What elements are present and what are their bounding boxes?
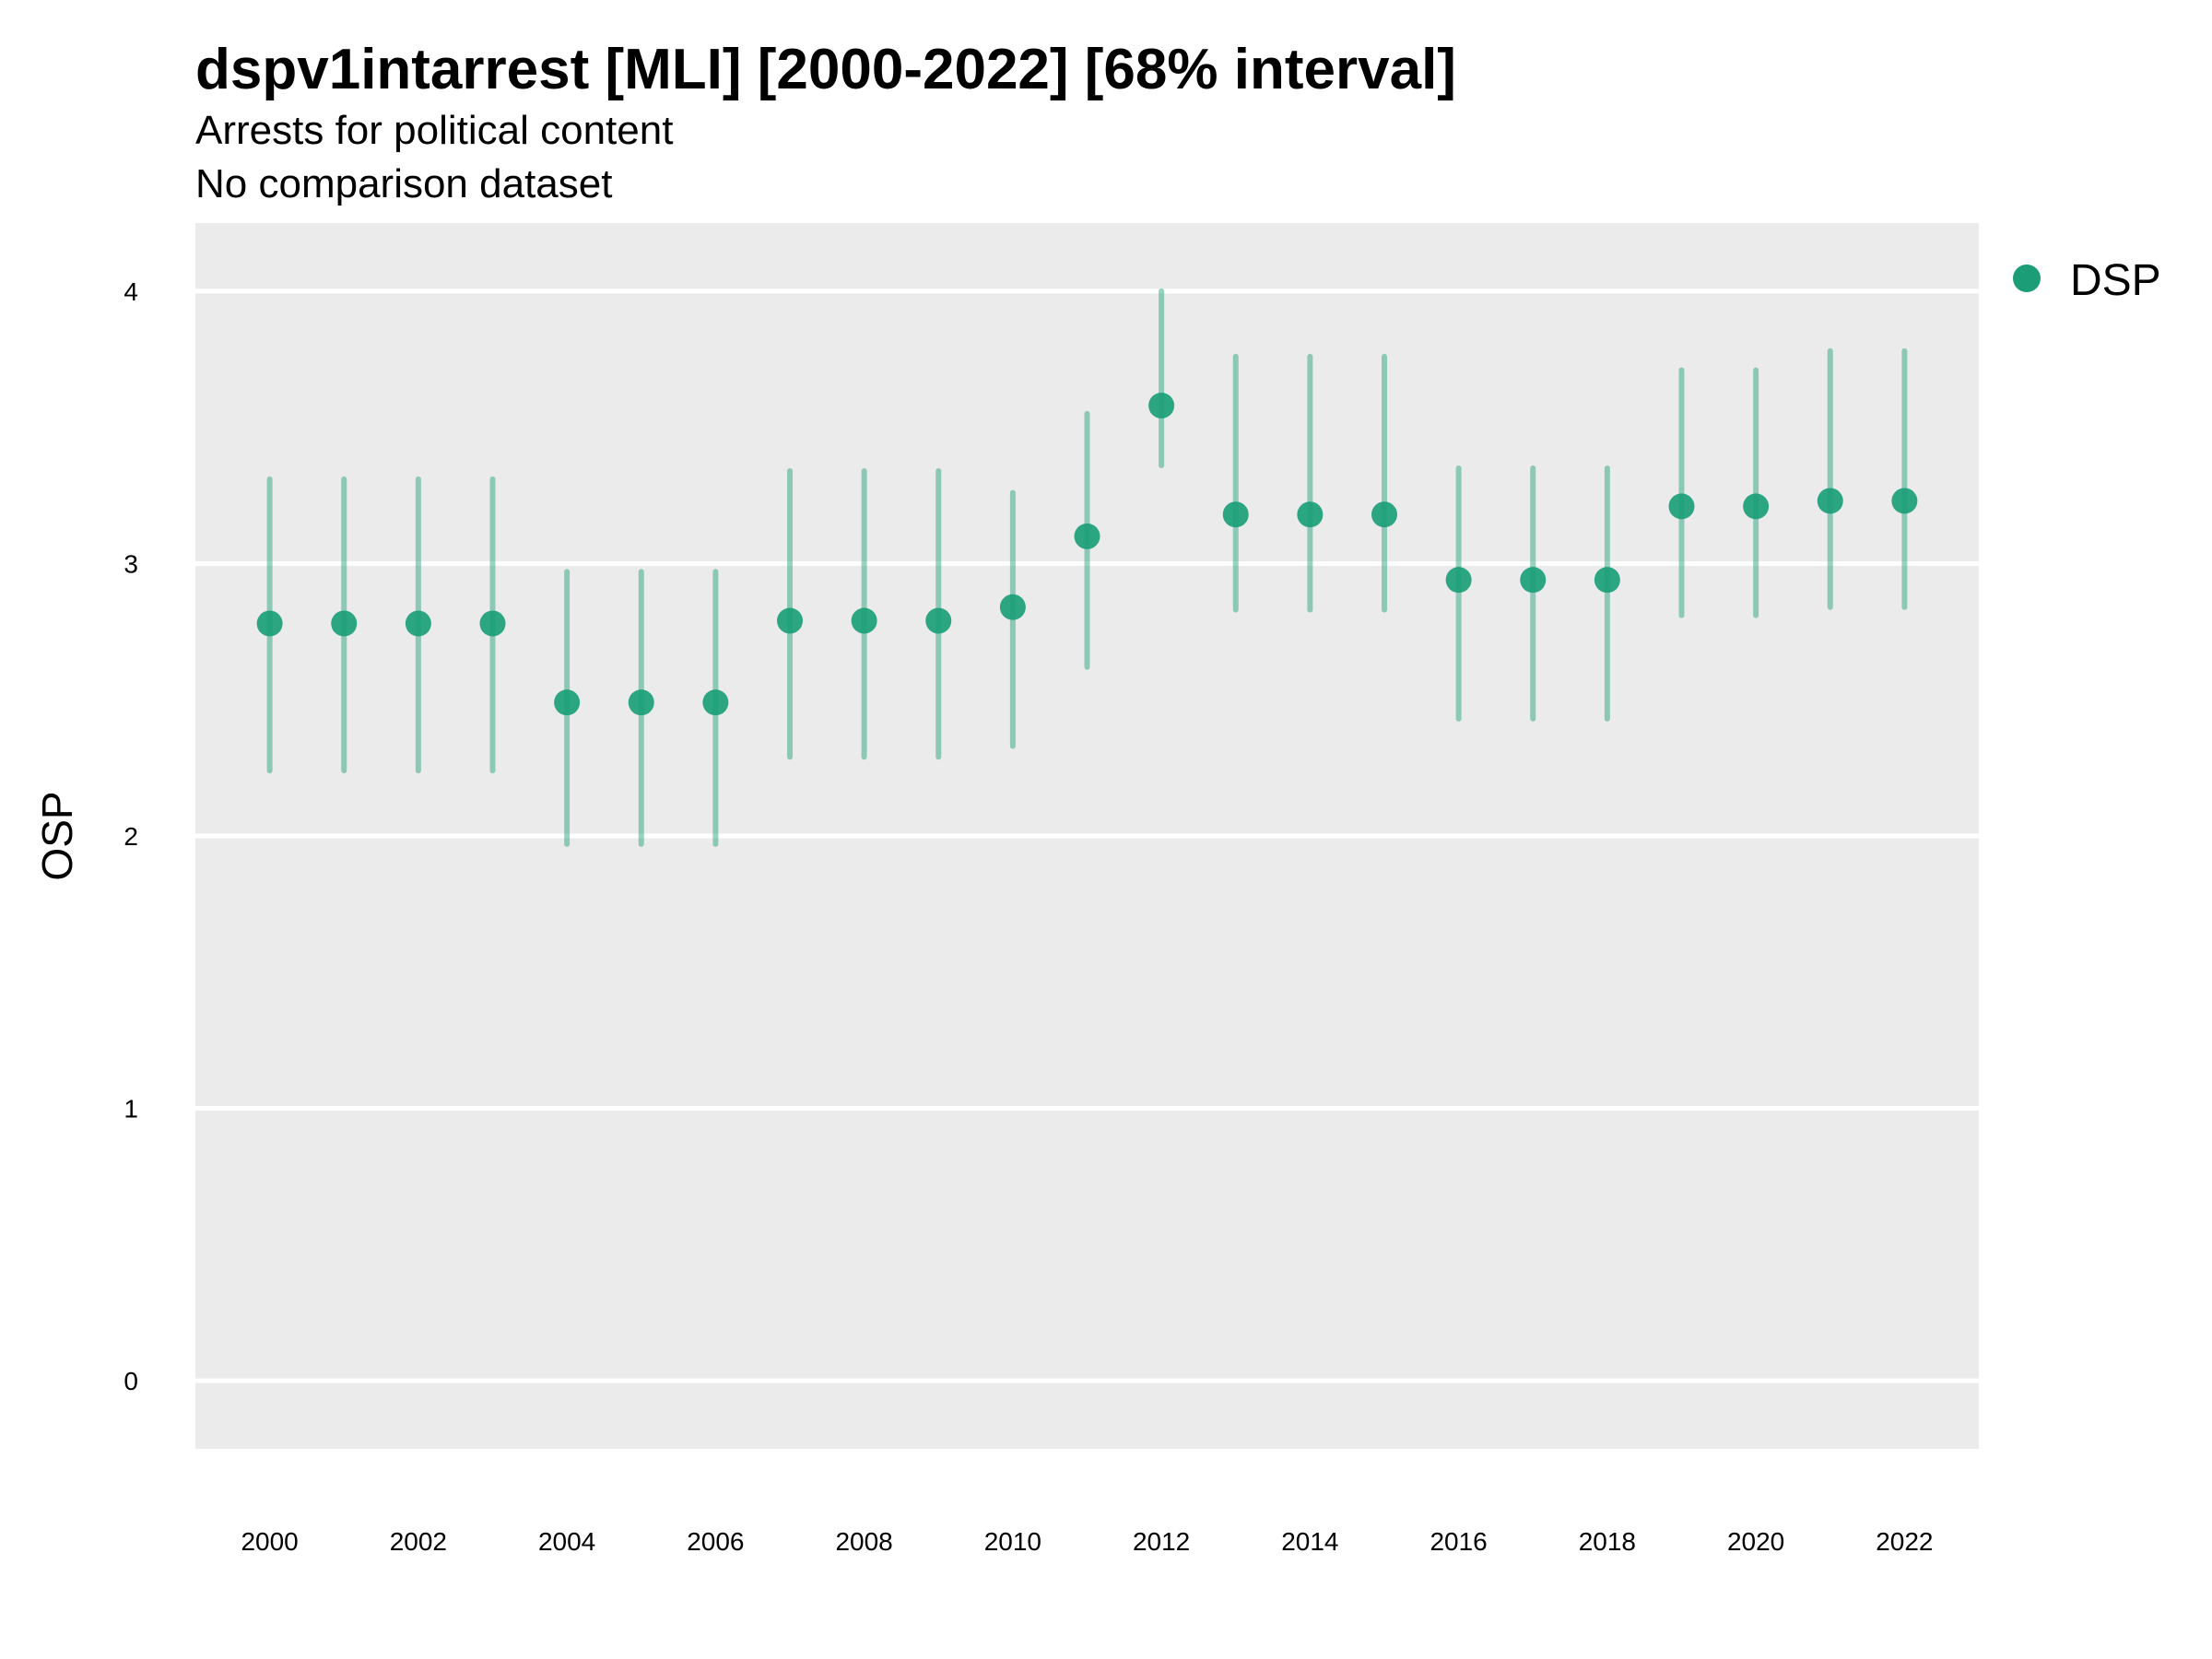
- point-2014: [1297, 501, 1324, 528]
- point-2003: [479, 610, 506, 637]
- y-axis-label: OSP: [33, 791, 81, 880]
- y-tick-label: 2: [124, 822, 138, 851]
- x-tick-label: 2014: [1281, 1527, 1338, 1556]
- x-tick-label: 2016: [1430, 1527, 1487, 1556]
- point-2021: [1817, 488, 1843, 514]
- x-tick-label: 2010: [984, 1527, 1041, 1556]
- point-2020: [1743, 493, 1770, 520]
- x-axis-ticks: 2000 2002 2004 2006 2008 2010 2012 2014 2016 2018…: [241, 1527, 1933, 1556]
- chart-subtitle: Arrests for political content: [195, 108, 673, 153]
- x-tick-label: 2018: [1579, 1527, 1636, 1556]
- x-tick-label: 2008: [835, 1527, 892, 1556]
- point-2002: [405, 610, 431, 637]
- y-tick-label: 0: [124, 1367, 138, 1395]
- point-2010: [999, 594, 1026, 620]
- x-tick-label: 2004: [538, 1527, 595, 1556]
- x-tick-label: 2022: [1876, 1527, 1933, 1556]
- y-tick-label: 4: [124, 277, 138, 306]
- y-axis-ticks: 0 1 2 3 4: [124, 277, 138, 1395]
- point-2018: [1594, 567, 1620, 594]
- point-2004: [554, 689, 581, 716]
- point-2001: [331, 610, 358, 637]
- comparison-note: No comparison dataset: [195, 161, 612, 206]
- point-2009: [925, 607, 952, 634]
- point-2015: [1371, 501, 1397, 528]
- point-2012: [1148, 393, 1175, 419]
- legend-label-dsp: DSP: [2070, 256, 2161, 305]
- grid-lines: [195, 288, 1979, 1383]
- y-tick-label: 3: [124, 549, 138, 578]
- legend-marker-dsp: [2013, 265, 2041, 292]
- point-2011: [1074, 523, 1100, 549]
- chart-title: dspv1intarrest [MLI] [2000-2022] [68% in…: [195, 38, 1456, 101]
- point-2013: [1222, 501, 1249, 528]
- point-2008: [851, 607, 877, 634]
- data-points: [256, 393, 1918, 716]
- x-tick-label: 2002: [390, 1527, 447, 1556]
- x-tick-label: 2006: [687, 1527, 744, 1556]
- point-2016: [1445, 567, 1472, 594]
- point-2022: [1891, 488, 1918, 514]
- x-tick-label: 2012: [1133, 1527, 1190, 1556]
- legend: DSP: [2013, 256, 2161, 305]
- point-2000: [256, 610, 283, 637]
- point-2017: [1520, 567, 1547, 594]
- y-tick-label: 1: [124, 1095, 138, 1124]
- point-2005: [628, 689, 654, 716]
- x-tick-label: 2000: [241, 1527, 298, 1556]
- point-2006: [702, 689, 729, 716]
- point-2007: [777, 607, 803, 634]
- point-2019: [1668, 493, 1695, 520]
- x-tick-label: 2020: [1727, 1527, 1784, 1556]
